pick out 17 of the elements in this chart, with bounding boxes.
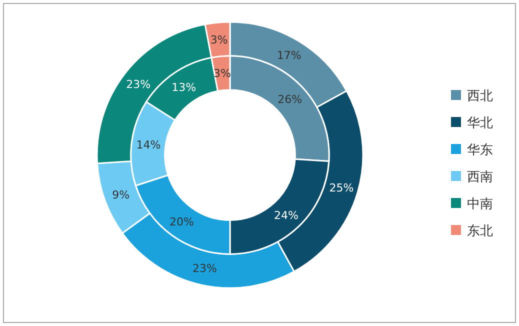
data-label: 24% [274, 208, 298, 222]
legend-label: 西北 [467, 89, 493, 104]
data-label: 14% [136, 138, 161, 152]
legend-label: 东北 [467, 224, 493, 239]
data-label: 9% [112, 188, 130, 202]
legend-label: 华东 [467, 143, 493, 158]
legend-label: 中南 [467, 197, 493, 212]
data-label: 20% [170, 215, 194, 228]
legend-label: 西南 [467, 170, 493, 185]
data-label: 23% [126, 78, 151, 91]
data-label: 25% [329, 181, 354, 194]
legend-label: 华北 [467, 116, 493, 131]
data-label: 26% [278, 92, 302, 106]
data-label: 17% [276, 49, 302, 62]
data-label: 23% [192, 262, 217, 276]
data-label: 13% [172, 81, 196, 94]
data-label: 3% [210, 33, 228, 46]
